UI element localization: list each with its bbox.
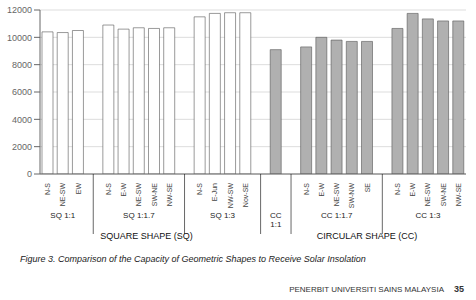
svg-text:E-W: E-W (409, 183, 416, 197)
svg-text:4000: 4000 (12, 115, 32, 125)
svg-text:N-S: N-S (44, 183, 51, 195)
svg-text:12000: 12000 (8, 5, 32, 15)
svg-text:NE-SW: NE-SW (333, 183, 340, 207)
svg-text:10000: 10000 (8, 33, 32, 43)
svg-text:NE-SW: NE-SW (135, 183, 142, 207)
svg-text:SW-NW: SW-NW (348, 183, 355, 209)
svg-text:Nov-SE: Nov-SE (242, 183, 249, 207)
svg-text:N-S: N-S (105, 183, 112, 195)
svg-text:NW-SE: NW-SE (455, 183, 462, 207)
svg-text:NW-SW: NW-SW (227, 183, 234, 209)
svg-text:SQUARE SHAPE (SQ): SQUARE SHAPE (SQ) (100, 231, 193, 241)
svg-text:SQ 1:1.7: SQ 1:1.7 (123, 211, 155, 220)
svg-text:SQ 1:1: SQ 1:1 (50, 211, 75, 220)
svg-text:CIRCULAR SHAPE (CC): CIRCULAR SHAPE (CC) (317, 231, 418, 241)
svg-text:6000: 6000 (12, 87, 32, 97)
svg-text:NW-SE: NW-SE (166, 183, 173, 207)
svg-text:CC 1:1.7: CC 1:1.7 (321, 211, 353, 220)
svg-text:NE-SW: NE-SW (424, 183, 431, 207)
svg-text:CC 1:3: CC 1:3 (416, 211, 441, 220)
svg-text:0: 0 (27, 169, 32, 179)
svg-text:SW-NE: SW-NE (440, 183, 447, 207)
svg-text:NE-SW: NE-SW (59, 183, 66, 207)
svg-text:E-W: E-W (120, 183, 127, 197)
svg-text:N-S: N-S (196, 183, 203, 195)
svg-text:CC1:1: CC1:1 (270, 211, 282, 229)
svg-text:SQ 1:3: SQ 1:3 (210, 211, 235, 220)
svg-text:E-Jun: E-Jun (211, 183, 218, 201)
svg-text:8000: 8000 (12, 60, 32, 70)
svg-text:SW-NE: SW-NE (151, 183, 158, 207)
svg-text:N-S: N-S (394, 183, 401, 195)
html-text:PENERBIT UNIVERSITI SAINS MALA: PENERBIT UNIVERSITI SAINS MALAYSIA (289, 285, 444, 294)
svg-text:EW: EW (75, 183, 82, 195)
html-text:35: 35 (454, 284, 464, 294)
svg-text:2000: 2000 (12, 142, 32, 152)
svg-text:SE: SE (364, 183, 371, 193)
svg-text:E-W: E-W (318, 183, 325, 197)
html-text:Figure 3. Comparison of the Ca: Figure 3. Comparison of the Capacity of … (20, 254, 366, 264)
svg-text:N-S: N-S (303, 183, 310, 195)
